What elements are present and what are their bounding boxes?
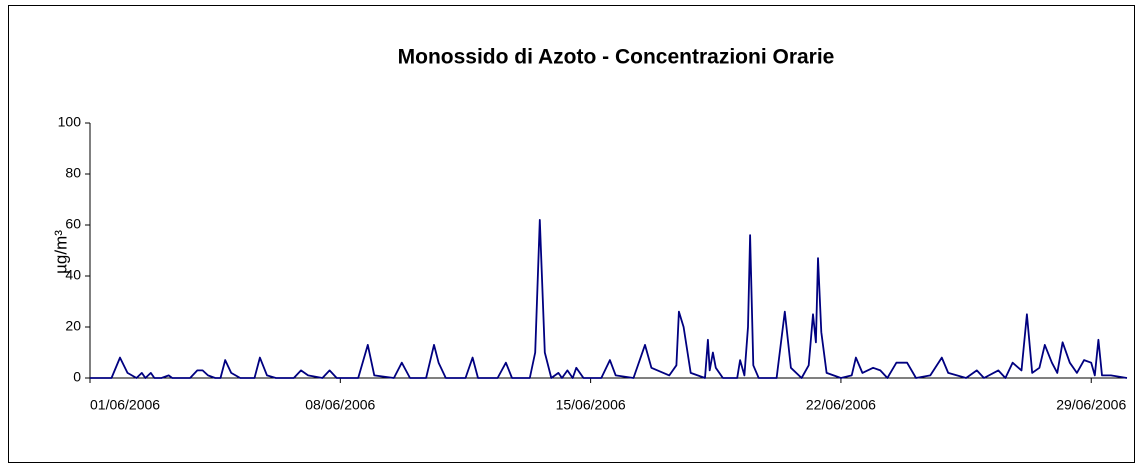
y-tick-label: 20: [65, 318, 81, 334]
x-tick-label: 15/06/2006: [556, 397, 626, 413]
x-tick-label: 08/06/2006: [305, 397, 375, 413]
x-tick-label: 29/06/2006: [1056, 397, 1126, 413]
data-line: [90, 218, 1128, 379]
y-tick-label: 100: [58, 114, 82, 130]
y-tick-label: 40: [65, 267, 81, 283]
chart-title: Monossido di Azoto - Concentrazioni Orar…: [398, 46, 835, 69]
y-tick-label: 0: [73, 369, 81, 385]
y-tick-label: 60: [65, 216, 81, 232]
chart-frame: [8, 5, 1135, 463]
x-tick-label: 01/06/2006: [90, 397, 160, 413]
y-tick-label: 80: [65, 165, 81, 181]
y-axis-label: µg/m³: [51, 230, 70, 274]
x-tick-label: 22/06/2006: [806, 397, 876, 413]
